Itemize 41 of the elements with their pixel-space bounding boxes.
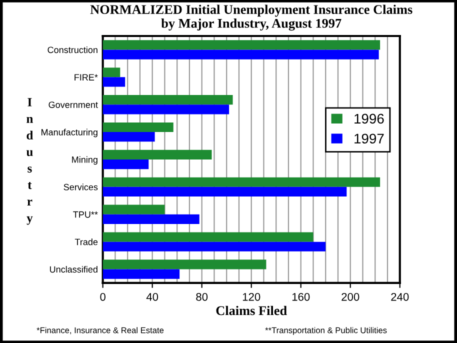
bar [102,232,314,242]
bar [102,122,174,132]
chart-title: NORMALIZED Initial Unemployment Insurance Claims by Major Industry, August 1997 [90,4,412,31]
bar [102,40,380,50]
x-tick-label: 160 [292,292,310,301]
x-tick-label: 80 [196,292,208,301]
x-tick-label: 240 [391,292,409,301]
bar [102,186,347,197]
y-tick-label: Mining [72,156,98,165]
y-tick-label: Manufacturing [42,128,98,138]
y-tick-label: Services [64,184,98,190]
y-tick-label: Government [48,102,98,108]
y-tick-label: Trade [74,238,98,246]
bar [102,159,149,170]
x-tick-label: 120 [242,292,260,301]
bar [102,68,120,78]
bar [102,260,266,270]
x-tick-label: 0 [100,292,106,301]
y-tick-label: Construction [48,46,98,54]
x-tick-label: 40 [146,292,158,301]
y-tick-label: Unclassified [50,266,98,273]
bar [102,95,233,105]
bar [102,204,165,214]
y-tick-label: TPU** [73,211,98,218]
bar [102,214,200,224]
bar [102,50,379,60]
text: **Transportation & Public Utilities [265,327,387,335]
bar [102,77,126,87]
bar [102,242,326,252]
y-axis-title: Industry [26,98,34,225]
bar [102,150,212,160]
bar [102,177,380,187]
y-tick-label: FIRE* [74,74,98,80]
x-tick-label: 200 [342,292,360,301]
legend-label: 1996 [354,114,384,124]
legend-label: 1997 [354,134,384,144]
x-axis-title: Claims Filed [216,306,287,316]
bar [102,104,230,114]
bar [102,132,155,142]
text: *Finance, Insurance & Real Estate [36,327,164,334]
bar [102,269,180,279]
